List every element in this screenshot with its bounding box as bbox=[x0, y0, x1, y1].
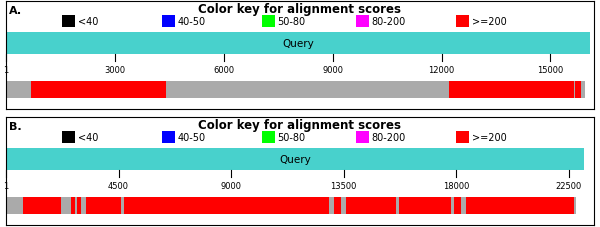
Bar bbox=[575, 81, 577, 99]
Bar bbox=[71, 197, 75, 214]
Bar bbox=[262, 16, 275, 28]
Bar bbox=[356, 16, 369, 28]
Text: <40: <40 bbox=[78, 17, 98, 27]
Text: 9000: 9000 bbox=[221, 181, 242, 190]
Text: 4500: 4500 bbox=[108, 181, 129, 190]
Text: 6000: 6000 bbox=[213, 65, 235, 74]
Text: Color key for alignment scores: Color key for alignment scores bbox=[199, 119, 401, 132]
Bar bbox=[456, 132, 469, 143]
Text: B.: B. bbox=[9, 121, 22, 131]
Text: <40: <40 bbox=[78, 133, 98, 143]
Bar bbox=[334, 197, 341, 214]
Text: Query: Query bbox=[280, 155, 311, 165]
Text: A.: A. bbox=[9, 5, 22, 15]
Bar bbox=[580, 81, 581, 99]
Bar bbox=[7, 149, 584, 170]
Text: 18000: 18000 bbox=[443, 181, 470, 190]
Bar bbox=[31, 81, 166, 99]
Bar bbox=[124, 197, 329, 214]
Text: 13500: 13500 bbox=[331, 181, 357, 190]
Text: Color key for alignment scores: Color key for alignment scores bbox=[199, 3, 401, 16]
Text: >=200: >=200 bbox=[472, 133, 506, 143]
Text: 1: 1 bbox=[4, 65, 8, 74]
Bar bbox=[7, 33, 590, 55]
Text: 1: 1 bbox=[4, 181, 8, 190]
Bar bbox=[399, 197, 451, 214]
Bar bbox=[77, 197, 81, 214]
Text: 12000: 12000 bbox=[428, 65, 455, 74]
Text: 40-50: 40-50 bbox=[178, 17, 206, 27]
Bar bbox=[23, 197, 61, 214]
Bar bbox=[62, 132, 75, 143]
Bar bbox=[577, 81, 579, 99]
Text: Query: Query bbox=[283, 39, 314, 49]
Bar bbox=[466, 197, 574, 214]
Text: 40-50: 40-50 bbox=[178, 133, 206, 143]
Bar bbox=[86, 197, 121, 214]
Text: 80-200: 80-200 bbox=[372, 17, 406, 27]
Text: 50-80: 50-80 bbox=[278, 133, 306, 143]
Text: 22500: 22500 bbox=[556, 181, 582, 190]
Bar bbox=[356, 132, 369, 143]
Bar bbox=[6, 81, 585, 99]
Bar bbox=[454, 197, 461, 214]
Bar bbox=[62, 16, 75, 28]
Text: 50-80: 50-80 bbox=[278, 17, 306, 27]
Bar bbox=[262, 132, 275, 143]
Bar bbox=[162, 132, 175, 143]
Bar bbox=[162, 16, 175, 28]
Bar bbox=[449, 81, 574, 99]
Bar bbox=[346, 197, 397, 214]
Bar bbox=[456, 16, 469, 28]
Bar bbox=[6, 197, 577, 214]
Text: 9000: 9000 bbox=[322, 65, 343, 74]
Text: 15000: 15000 bbox=[538, 65, 563, 74]
Text: 3000: 3000 bbox=[104, 65, 125, 74]
Text: 80-200: 80-200 bbox=[372, 133, 406, 143]
Text: >=200: >=200 bbox=[472, 17, 506, 27]
